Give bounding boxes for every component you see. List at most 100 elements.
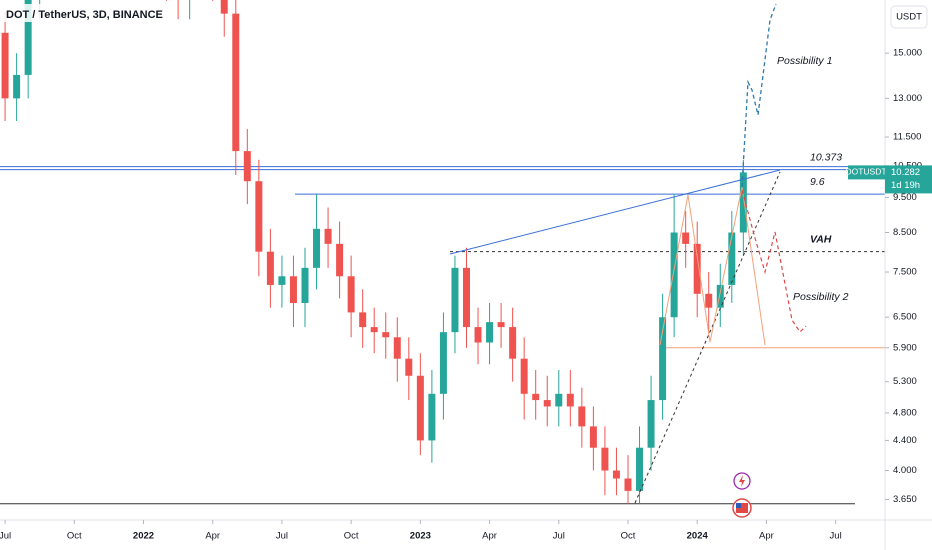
candle-body	[405, 358, 413, 376]
candle-body	[601, 447, 609, 471]
candle-body	[532, 393, 540, 401]
candle-body	[589, 426, 597, 448]
icon-flag	[736, 503, 748, 513]
candle-body	[393, 337, 401, 359]
y-tick-label: 7.500	[893, 267, 917, 278]
annotation: Possibility 1	[777, 55, 832, 67]
candle-body	[497, 322, 505, 328]
candle-body	[289, 276, 297, 303]
price-tag	[885, 165, 932, 194]
chart-title: DOT / TetherUS, 3D, BINANCE	[6, 9, 163, 21]
x-tick-label: Apr	[205, 531, 220, 542]
level-label: VAH	[810, 233, 832, 245]
annotation: Possibility 2	[793, 291, 849, 303]
candle-body	[636, 447, 644, 491]
y-tick-label: 5.900	[893, 342, 917, 353]
symbol-tag	[848, 165, 885, 180]
candle-body	[486, 322, 494, 343]
projection-2	[741, 189, 807, 333]
x-tick-label: Oct	[621, 531, 636, 542]
candle-body	[693, 243, 701, 294]
candle-body	[324, 228, 332, 244]
candle-body	[313, 228, 321, 268]
candle-body	[659, 317, 667, 401]
candle-body	[543, 400, 551, 407]
level-label: 9.6	[810, 176, 825, 188]
candle-body	[336, 243, 344, 277]
x-tick-label: Jul	[276, 531, 288, 542]
candle-body	[474, 327, 482, 343]
candle-body	[428, 393, 436, 441]
y-tick-label: 8.500	[893, 227, 917, 238]
title-bg	[0, 4, 150, 22]
candle-body	[301, 267, 309, 303]
candle-body	[24, 0, 32, 75]
currency-box[interactable]	[890, 5, 928, 29]
candle-body	[728, 232, 736, 285]
candle-body	[347, 276, 355, 313]
candle-body	[716, 284, 724, 308]
candle-body	[278, 276, 286, 285]
candle-body	[647, 400, 655, 448]
icon-bolt	[739, 475, 745, 487]
y-tick-label: 15.000	[893, 48, 922, 59]
x-tick-label: Jul	[0, 531, 11, 542]
x-tick-label: 2024	[687, 531, 709, 542]
candle-body	[624, 478, 632, 491]
candle-body	[370, 327, 378, 333]
x-tick-label: Apr	[482, 531, 497, 542]
candle-body	[451, 267, 459, 333]
candle-body	[555, 393, 563, 407]
x-tick-label: Apr	[759, 531, 774, 542]
candle-body	[462, 267, 470, 328]
candle-body	[266, 251, 274, 285]
candle-body	[520, 358, 528, 394]
candle-body	[578, 406, 586, 427]
candle-body	[232, 13, 240, 152]
symbol-label: DOTUSDT	[845, 167, 886, 177]
y-tick-label: 11.500	[893, 132, 921, 143]
last-price: 10.282	[891, 167, 920, 178]
x-tick-label: Oct	[67, 531, 82, 542]
pattern-lines	[659, 186, 766, 346]
candle-body	[566, 393, 574, 407]
candle-body	[509, 327, 517, 359]
drawings	[449, 3, 807, 504]
candle-body	[382, 332, 390, 338]
level-label: 10.373	[810, 151, 842, 163]
x-tick-label: Oct	[344, 531, 359, 542]
trendline	[449, 169, 781, 255]
y-tick-label: 5.300	[893, 376, 917, 387]
candle-body	[416, 375, 424, 441]
y-tick-label: 4.400	[893, 435, 917, 446]
candle-body	[739, 172, 747, 233]
icon-flag-canton	[736, 503, 741, 508]
y-tick-label: 4.000	[893, 465, 917, 476]
candle-body	[359, 312, 367, 328]
y-tick-label: 9.500	[893, 192, 917, 203]
y-tick-label: 6.500	[893, 312, 917, 323]
x-tick-label: 2022	[133, 531, 154, 542]
candle-body	[1, 32, 9, 99]
x-tick-label: 2023	[410, 531, 431, 542]
candle-body	[439, 332, 447, 394]
plot-area	[0, 0, 885, 505]
candle-body	[220, 0, 228, 14]
x-tick-label: Jul	[553, 531, 565, 542]
x-tick-label: Jul	[830, 531, 842, 542]
candle-body	[255, 181, 263, 252]
y-tick-label: 3.650	[893, 494, 917, 505]
candle-body	[682, 232, 690, 244]
candle-body	[705, 293, 713, 308]
y-tick-label: 13.000	[893, 93, 922, 104]
projection-1	[741, 3, 777, 188]
event-icons	[732, 472, 752, 518]
candle-body	[13, 74, 21, 99]
candle-body	[670, 232, 678, 318]
candle-body	[243, 151, 251, 182]
y-tick-label: 4.800	[893, 407, 917, 418]
countdown: 1d 19h	[891, 180, 920, 191]
trendline-dashed	[634, 171, 781, 504]
currency: USDT	[896, 12, 922, 23]
